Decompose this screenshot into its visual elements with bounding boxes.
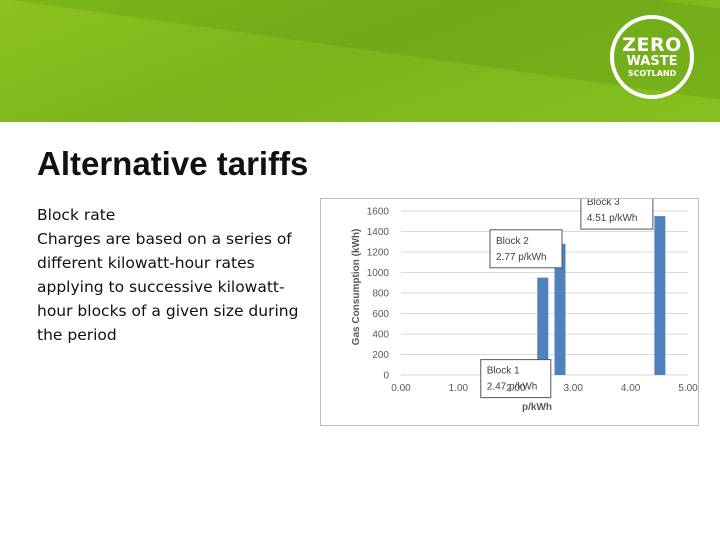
logo-line-2: WASTE bbox=[626, 53, 678, 69]
bar-block-3 bbox=[654, 216, 666, 375]
bar-block-1 bbox=[537, 277, 549, 375]
y-tick-label: 800 bbox=[372, 289, 389, 300]
y-axis-title: Gas Consumption (kWh) bbox=[351, 229, 362, 346]
annotation-block-3: Block 3 4.51 p/kWh bbox=[580, 199, 654, 230]
annotation-label: Block 3 bbox=[587, 199, 620, 208]
y-tick-label: 1600 bbox=[367, 207, 390, 218]
logo-line-3: SCOTLAND bbox=[627, 68, 677, 78]
y-tick-label: 200 bbox=[372, 350, 389, 361]
y-tick-label: 0 bbox=[383, 371, 389, 382]
x-tick-label: 1.00 bbox=[449, 383, 469, 394]
x-tick-label: 4.00 bbox=[621, 383, 641, 394]
annotation-rate: 2.47 p/kWh bbox=[487, 382, 538, 393]
x-axis-title: p/kWh bbox=[522, 402, 552, 413]
zero-waste-scotland-logo: ZERO WASTE SCOTLAND bbox=[610, 15, 694, 99]
annotation-rate: 4.51 p/kWh bbox=[587, 213, 638, 224]
annotation-box bbox=[489, 229, 563, 269]
slide-title: Alternative tariffs bbox=[37, 145, 309, 182]
y-tick-label: 1200 bbox=[367, 248, 390, 259]
x-tick-label: 5.00 bbox=[678, 383, 698, 394]
x-tick-label: 2.00 bbox=[506, 383, 526, 394]
body-heading: Block rate bbox=[37, 206, 116, 224]
annotation-block-2: Block 2 2.77 p/kWh bbox=[489, 229, 563, 269]
annotation-label: Block 2 bbox=[496, 236, 529, 247]
annotation-box bbox=[580, 199, 654, 230]
bar-block-2 bbox=[554, 243, 566, 375]
x-tick-label: 0.00 bbox=[391, 383, 411, 394]
logo-line-1: ZERO bbox=[622, 33, 682, 56]
y-tick-label: 1400 bbox=[367, 227, 390, 238]
y-tick-label: 400 bbox=[372, 330, 389, 341]
annotation-box bbox=[480, 359, 552, 399]
body-description: Charges are based on a series of differe… bbox=[37, 230, 299, 344]
annotation-block-1: Block 1 2.47 p/kWh bbox=[480, 359, 552, 399]
y-tick-label: 1000 bbox=[367, 268, 390, 279]
block-rate-chart: Block 1 2.47 p/kWh Block 2 2.77 p/kWh Block … bbox=[320, 198, 699, 426]
annotation-rate: 2.77 p/kWh bbox=[496, 252, 547, 263]
header-banner: ZERO WASTE SCOTLAND bbox=[0, 0, 720, 122]
y-tick-label: 600 bbox=[372, 309, 389, 320]
annotation-label: Block 1 bbox=[487, 366, 520, 377]
body-text: Block rate Charges are based on a series… bbox=[37, 203, 317, 347]
x-tick-label: 3.00 bbox=[563, 383, 583, 394]
